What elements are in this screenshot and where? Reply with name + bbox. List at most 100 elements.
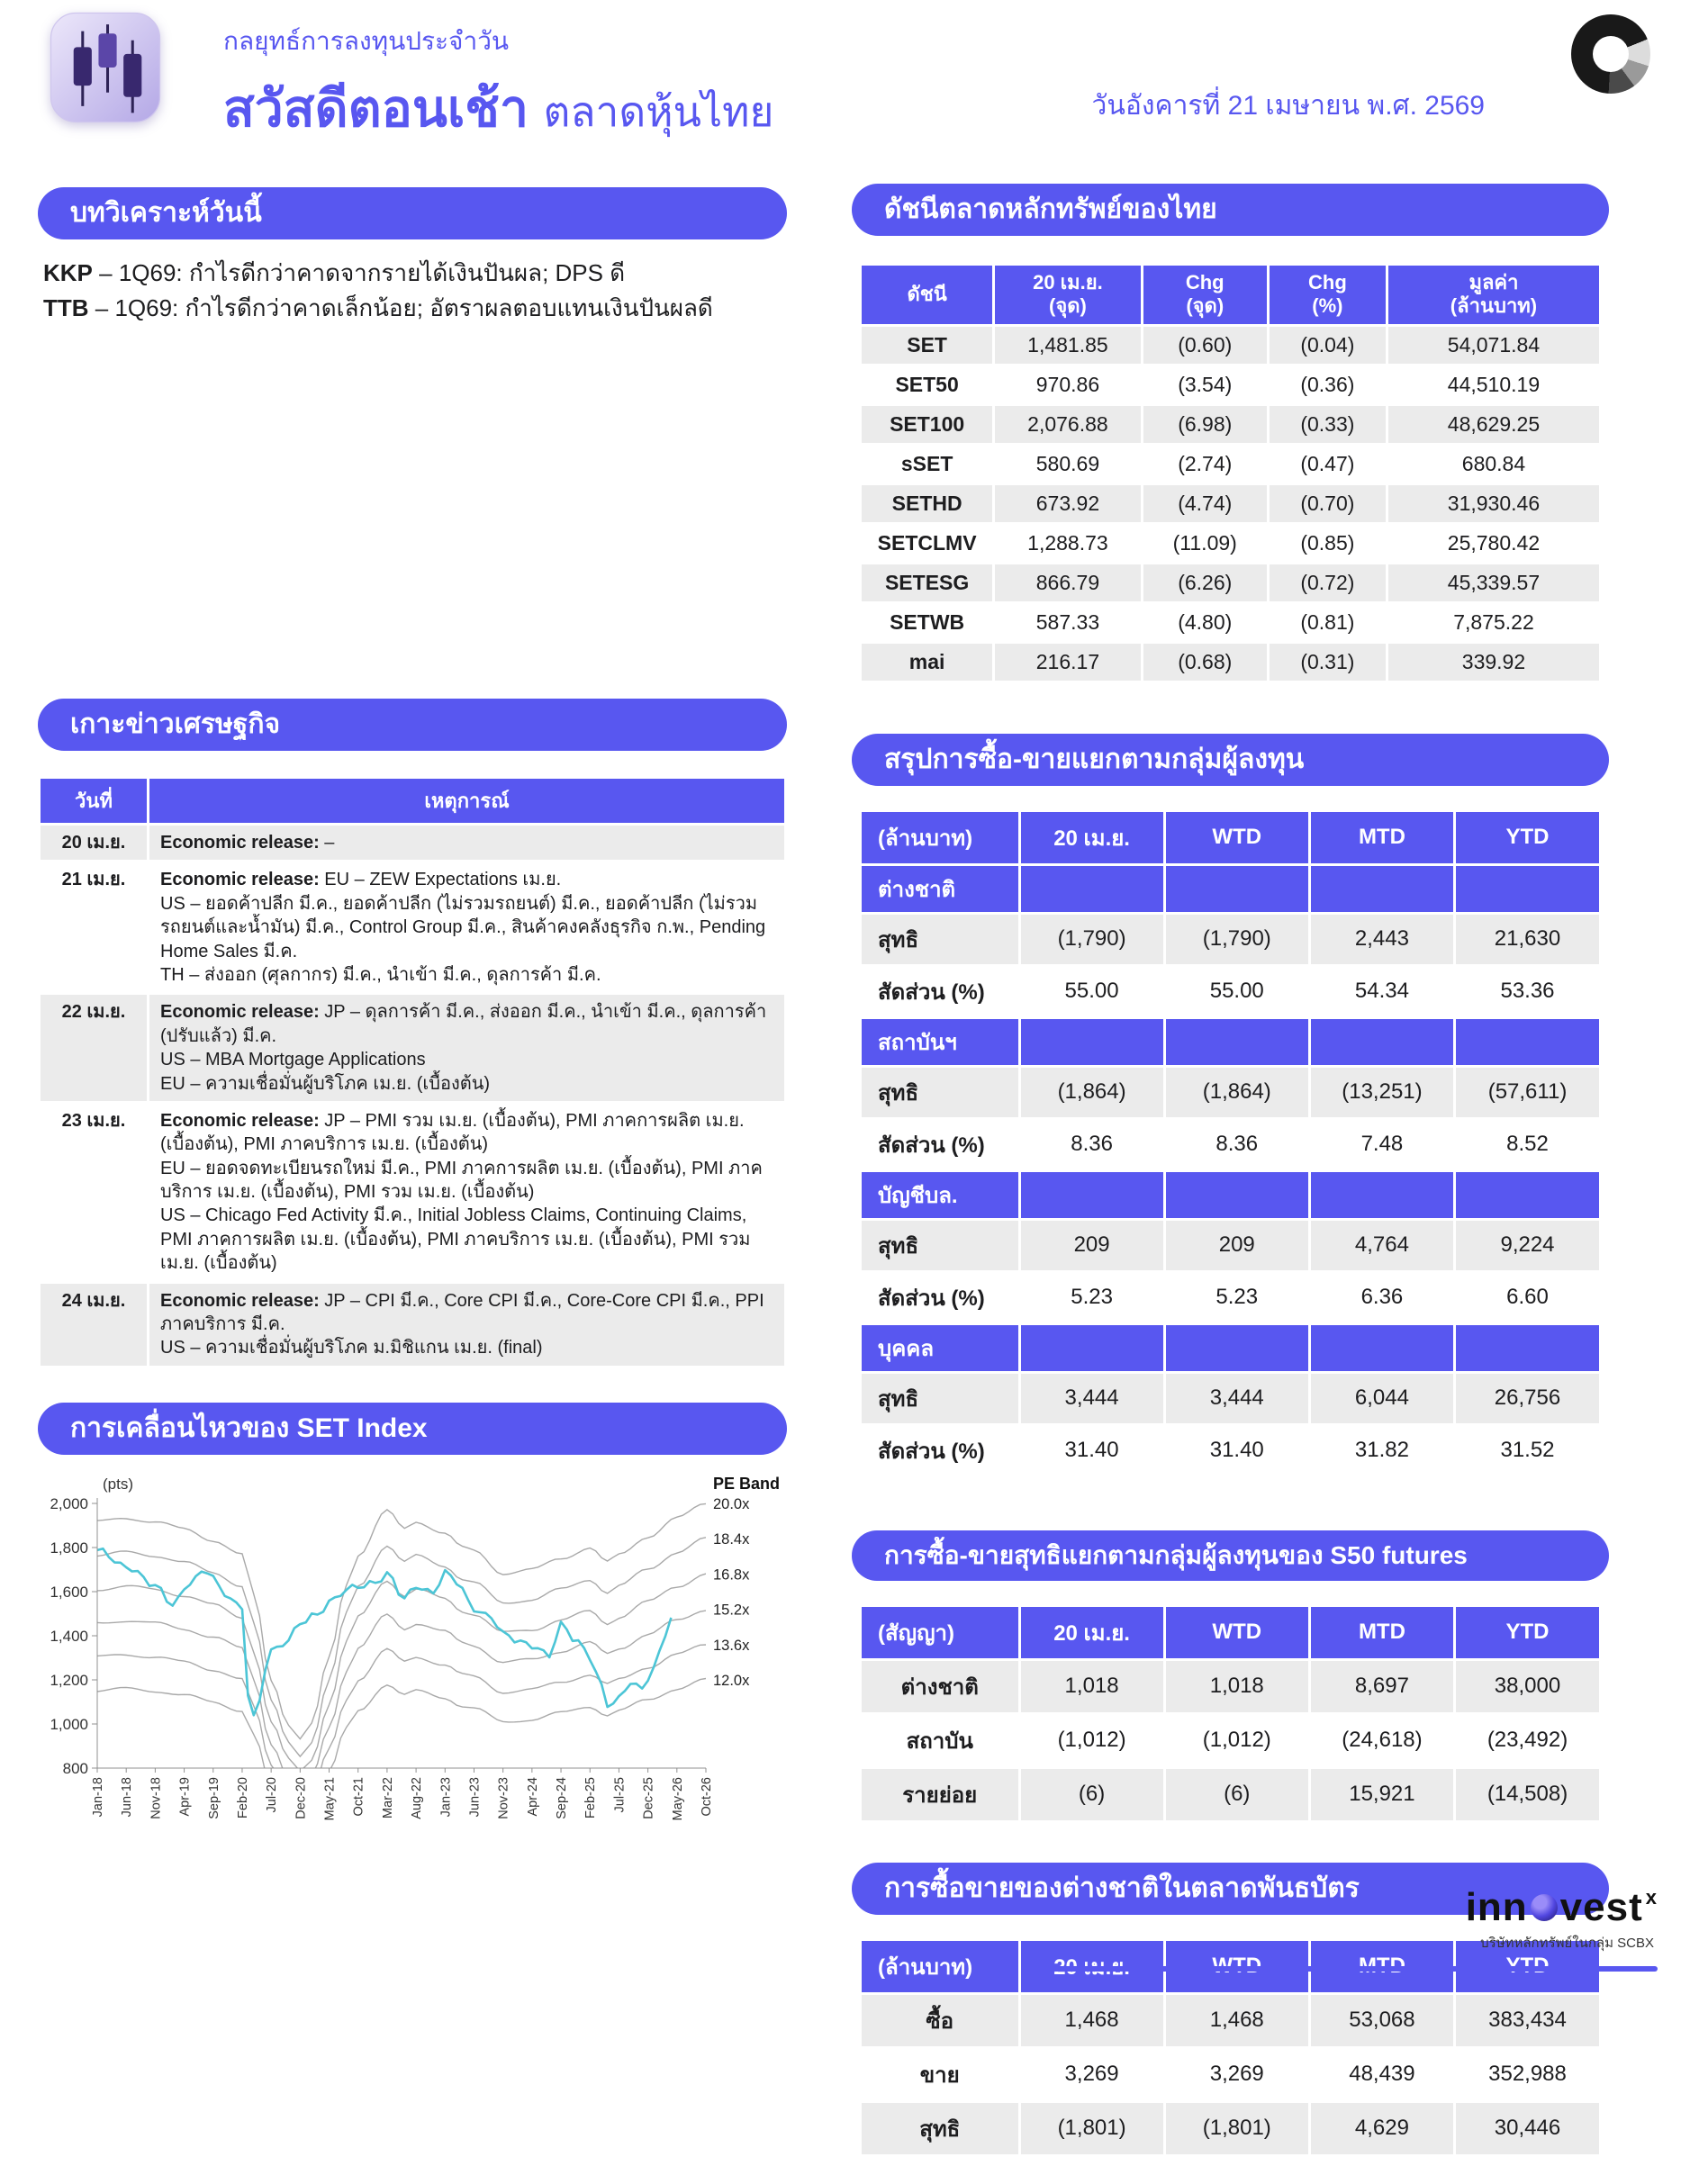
flows-heading: สรุปการซื้อ-ขายแยกตามกลุ่มผู้ลงทุน bbox=[852, 733, 1609, 786]
econ-event-line: TH – ส่งออก (ศุลกากร) มี.ค., นำเข้า มี.ค… bbox=[160, 964, 601, 985]
econ-event-line: Economic release: JP – CPI มี.ค., Core C… bbox=[160, 1290, 764, 1335]
indices-cell: 7,875.22 bbox=[1453, 609, 1534, 634]
x-tick-label: Aug-22 bbox=[410, 1777, 424, 1819]
header-titles: กลยุทธ์การลงทุนประจำวัน สวัสดีตอนเช้า ตล… bbox=[223, 14, 1670, 149]
table-row: ต่างชาติ 1,018 1,018 8,697 38,000 bbox=[862, 1660, 1599, 1712]
net-value: 9,224 bbox=[1456, 1220, 1599, 1270]
econ-events: Economic release: JP – CPI มี.ค., Core C… bbox=[149, 1283, 784, 1366]
share-value: 31.82 bbox=[1354, 1438, 1409, 1463]
indices-cell: SET100 bbox=[862, 405, 993, 443]
econ-row: 20 เม.ย. Economic release: – bbox=[41, 826, 784, 861]
indices-cell: 673.92 bbox=[995, 484, 1141, 522]
share-value: 5.23 bbox=[1215, 1285, 1259, 1310]
section-s50-futures: การซื้อ-ขายสุทธิแยกตามกลุ่มผู้ลงทุนของ S… bbox=[852, 1530, 1609, 1823]
net-value: 209 bbox=[1165, 1220, 1308, 1270]
table-cell: (1,012) bbox=[1057, 1728, 1126, 1753]
app-icon bbox=[49, 11, 162, 124]
table-cell: 1,468 bbox=[1020, 1994, 1163, 2046]
net-value: (1,864) bbox=[1165, 1067, 1308, 1117]
net-value: 3,444 bbox=[1165, 1373, 1308, 1423]
indices-heading: ดัชนีตลาดหลักทรัพย์ของไทย bbox=[852, 184, 1609, 236]
indices-cell: (2.74) bbox=[1178, 451, 1233, 475]
flows-col-header: WTD bbox=[1165, 811, 1308, 863]
table-cell: 53,068 bbox=[1310, 1994, 1454, 2046]
indices-cell: 587.33 bbox=[1035, 609, 1100, 634]
x-tick-label: May-26 bbox=[671, 1777, 685, 1820]
table-cell: 383,434 bbox=[1456, 1994, 1599, 2046]
investor-group-name: บุคคล bbox=[862, 1324, 1018, 1371]
investor-group-name: บัญชีบล. bbox=[862, 1171, 1018, 1218]
indices-cell: 580.69 bbox=[1035, 451, 1100, 475]
x-tick-label: Dec-25 bbox=[642, 1777, 656, 1819]
share-value: 7.48 bbox=[1360, 1132, 1404, 1157]
net-value: (13,251) bbox=[1310, 1067, 1454, 1117]
table-row: สุทธิ (1,801) (1,801) 4,629 30,446 bbox=[862, 2102, 1599, 2154]
table-cell: 38,000 bbox=[1456, 1660, 1599, 1712]
net-value: 3,444 bbox=[1020, 1373, 1163, 1423]
indices-cell: (0.70) bbox=[1269, 484, 1386, 522]
indices-cell: 45,339.57 bbox=[1387, 564, 1599, 601]
econ-date: 20 เม.ย. bbox=[41, 826, 147, 861]
indices-cell: (4.80) bbox=[1178, 609, 1233, 634]
table-cell: ซื้อ bbox=[862, 1994, 1018, 2046]
indices-cell: SETWB bbox=[890, 609, 965, 634]
table-cell: 1,468 bbox=[1165, 1994, 1308, 2046]
econ-col-header: วันที่ bbox=[41, 779, 147, 823]
s50-heading: การซื้อ-ขายสุทธิแยกตามกลุ่มผู้ลงทุนของ S… bbox=[852, 1530, 1609, 1581]
econ-event-line: Economic release: – bbox=[160, 833, 335, 853]
report-header: กลยุทธ์การลงทุนประจำวัน สวัสดีตอนเช้า ตล… bbox=[38, 0, 1670, 173]
share-row: สัดส่วน (%) 55.00 55.00 54.34 53.36 bbox=[862, 967, 1599, 1016]
analysis-item: KKP – 1Q69: กำไรดีกว่าคาดจากรายได้เงินปั… bbox=[43, 259, 626, 286]
table-cell: 3,269 bbox=[1209, 2062, 1264, 2087]
indices-col-header: ดัชนี bbox=[862, 266, 993, 324]
net-value: 209 bbox=[1020, 1220, 1163, 1270]
table-cell: 3,269 bbox=[1064, 2062, 1119, 2087]
net-value: 4,764 bbox=[1310, 1220, 1454, 1270]
indices-cell: SET bbox=[862, 326, 993, 364]
indices-cell: (0.81) bbox=[1300, 609, 1355, 634]
x-tick-label: May-21 bbox=[323, 1777, 338, 1820]
x-tick-label: Jul-20 bbox=[265, 1777, 279, 1813]
x-tick-label: Oct-26 bbox=[700, 1777, 714, 1817]
col-header: YTD bbox=[1456, 1606, 1599, 1658]
investor-group-row: บัญชีบล. bbox=[862, 1171, 1599, 1218]
indices-cell: (0.60) bbox=[1143, 326, 1267, 364]
left-column: บทวิเคราะห์วันนี้ KKP – 1Q69: กำไรดีกว่า… bbox=[38, 173, 787, 1856]
table-cell: ขาย bbox=[919, 2062, 960, 2088]
indices-cell: SET50 bbox=[895, 372, 959, 396]
investor-group-row: บุคคล bbox=[862, 1324, 1599, 1371]
indices-cell: SETCLMV bbox=[877, 530, 977, 555]
share-value: 54.34 bbox=[1354, 979, 1409, 1004]
indices-row: SETCLMV 1,288.73 (11.09) (0.85) 25,780.42 bbox=[862, 525, 1599, 562]
econ-col-header: เหตุการณ์ bbox=[149, 779, 784, 823]
share-value: 8.52 bbox=[1506, 1132, 1549, 1157]
share-value: 6.36 bbox=[1360, 1285, 1404, 1310]
indices-cell: (6.26) bbox=[1143, 564, 1267, 601]
col-header: 20 เม.ย. bbox=[1020, 1606, 1163, 1658]
indices-cell: 1,288.73 bbox=[1027, 530, 1108, 555]
indices-cell: 1,481.85 bbox=[995, 326, 1141, 364]
footer: inn vest x บริษัทหลักทรัพย์ในกลุ่ม SCBX bbox=[1027, 1885, 1658, 1972]
econ-row: 24 เม.ย. Economic release: JP – CPI มี.ค.… bbox=[41, 1283, 784, 1366]
indices-row: SET50 970.86 (3.54) (0.36) 44,510.19 bbox=[862, 366, 1599, 403]
table-row: ขาย 3,269 3,269 48,439 352,988 bbox=[862, 2049, 1599, 2100]
content-columns: บทวิเคราะห์วันนี้ KKP – 1Q69: กำไรดีกว่า… bbox=[38, 173, 1670, 2157]
indices-row: SETHD 673.92 (4.74) (0.70) 31,930.46 bbox=[862, 484, 1599, 522]
econ-event-line: Economic release: EU – ZEW Expectations … bbox=[160, 870, 562, 890]
y-tick-label: 2,000 bbox=[50, 1495, 88, 1512]
indices-cell: 866.79 bbox=[995, 564, 1141, 601]
report-kicker: กลยุทธ์การลงทุนประจำวัน bbox=[223, 27, 510, 55]
report-page: กลยุทธ์การลงทุนประจำวัน สวัสดีตอนเช้า ตล… bbox=[38, 0, 1670, 2154]
table-cell: (14,508) bbox=[1456, 1768, 1599, 1820]
indices-cell: (0.68) bbox=[1143, 643, 1267, 681]
table-cell: (1,801) bbox=[1165, 2102, 1308, 2154]
indices-cell: 44,510.19 bbox=[1447, 372, 1541, 396]
table-cell: 1,018 bbox=[1165, 1660, 1308, 1712]
table-cell: ต่างชาติ bbox=[862, 1660, 1018, 1712]
econ-event-line: EU – ความเชื่อมั่นผู้บริโภค เม.ย. (เบื้อ… bbox=[160, 1073, 491, 1094]
flows-col-header: MTD bbox=[1310, 811, 1454, 863]
analysis-item: TTB – 1Q69: กำไรดีกว่าคาดเล็กน้อย; อัตรา… bbox=[43, 294, 713, 321]
table-cell: (6) bbox=[1165, 1768, 1308, 1820]
indices-cell: (0.04) bbox=[1269, 326, 1386, 364]
net-value: (1,790) bbox=[1165, 914, 1308, 964]
